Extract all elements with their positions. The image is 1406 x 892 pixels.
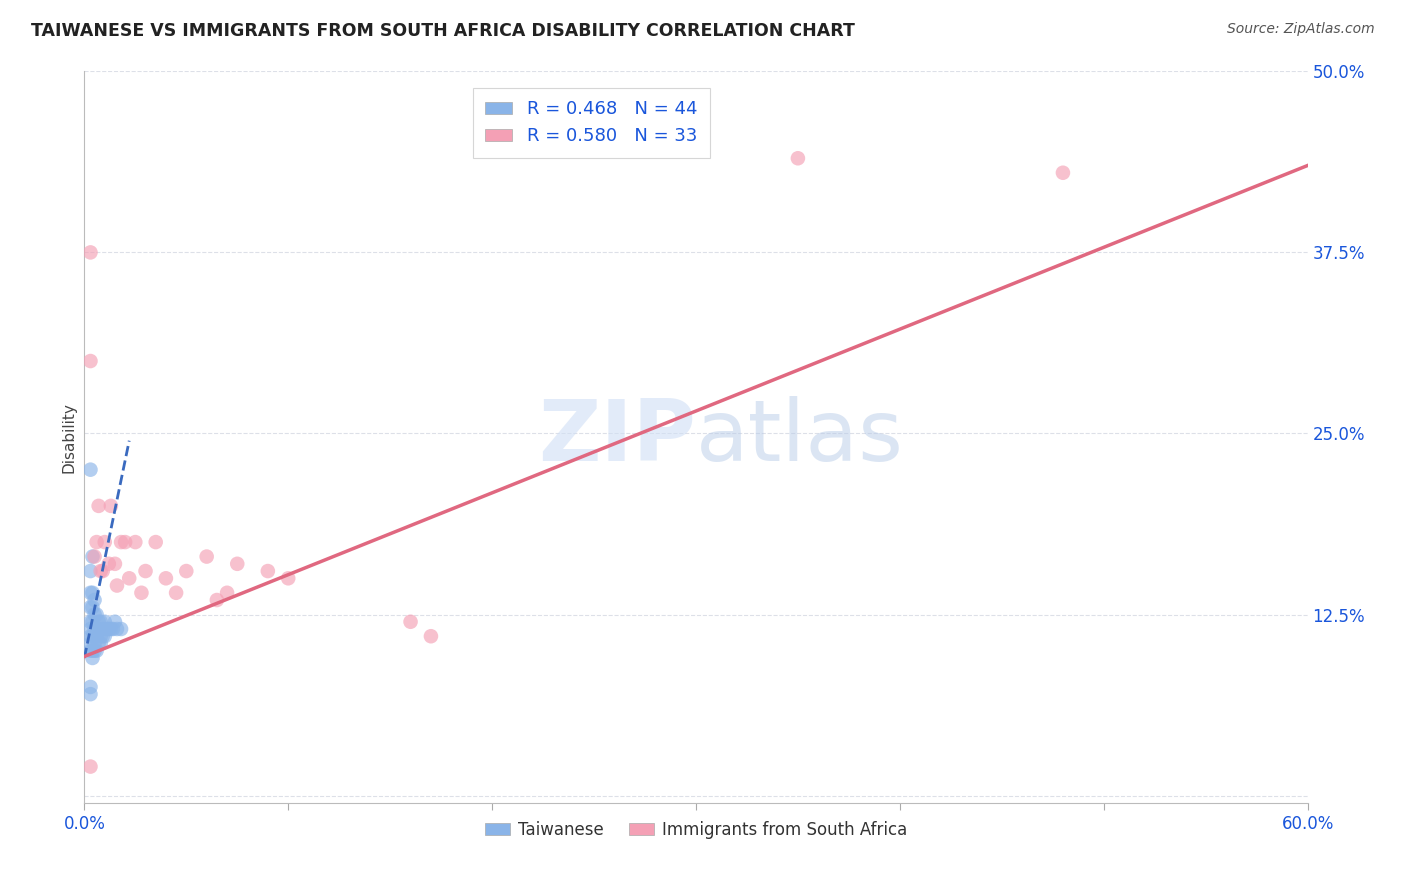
Point (90, 636, 112, 650)
Text: atlas: atlas (696, 395, 904, 479)
Point (110, 535, 132, 549)
Point (174, 564, 197, 578)
Point (87, 622, 110, 636)
Point (79, 245, 101, 260)
Point (104, 557, 127, 571)
Point (1052, 166, 1074, 180)
Point (217, 586, 239, 600)
Point (79, 636, 101, 650)
Point (86, 622, 108, 636)
Point (87, 615, 110, 629)
Text: TAIWANESE VS IMMIGRANTS FROM SOUTH AFRICA DISABILITY CORRELATION CHART: TAIWANESE VS IMMIGRANTS FROM SOUTH AFRIC… (31, 22, 855, 40)
Point (86, 629, 108, 643)
Point (787, 151, 810, 165)
Point (399, 615, 422, 629)
Point (83, 607, 105, 622)
Point (277, 571, 299, 585)
Point (91, 629, 114, 643)
Point (83, 593, 105, 607)
Y-axis label: Disability: Disability (60, 401, 76, 473)
Point (105, 622, 128, 636)
Point (131, 586, 153, 600)
Point (79, 644, 101, 658)
Point (97, 622, 120, 636)
Legend: Taiwanese, Immigrants from South Africa: Taiwanese, Immigrants from South Africa (478, 814, 914, 846)
Point (79, 622, 101, 636)
Point (93, 629, 115, 643)
Point (124, 535, 146, 549)
Point (79, 687, 101, 701)
Point (195, 549, 218, 564)
Point (79, 629, 101, 643)
Point (165, 586, 187, 600)
Point (82, 600, 104, 615)
Point (82, 644, 104, 658)
Point (97, 557, 120, 571)
Point (135, 564, 157, 578)
Point (90, 564, 112, 578)
Point (79, 586, 101, 600)
Point (145, 535, 167, 549)
Point (101, 622, 124, 636)
Point (82, 586, 104, 600)
Point (96, 622, 118, 636)
Point (79, 759, 101, 773)
Text: Source: ZipAtlas.com: Source: ZipAtlas.com (1227, 22, 1375, 37)
Text: ZIP: ZIP (538, 395, 696, 479)
Point (79, 600, 101, 615)
Point (91, 622, 114, 636)
Point (79, 463, 101, 477)
Point (83, 644, 105, 658)
Point (100, 499, 122, 513)
Point (86, 644, 108, 658)
Point (114, 535, 136, 549)
Point (79, 564, 101, 578)
Point (257, 564, 280, 578)
Point (86, 607, 108, 622)
Point (86, 535, 108, 549)
Point (226, 557, 249, 571)
Point (83, 622, 105, 636)
Point (83, 636, 105, 650)
Point (79, 680, 101, 694)
Point (205, 593, 228, 607)
Point (90, 629, 112, 643)
Point (100, 622, 122, 636)
Point (87, 636, 110, 650)
Point (93, 535, 115, 549)
Point (104, 615, 127, 629)
Point (83, 549, 105, 564)
Point (93, 615, 115, 629)
Point (420, 629, 443, 643)
Point (82, 629, 104, 643)
Point (79, 615, 101, 629)
Point (105, 578, 128, 592)
Point (118, 571, 141, 585)
Point (87, 499, 110, 513)
Point (82, 651, 104, 665)
Point (82, 549, 104, 564)
Point (155, 571, 177, 585)
Point (110, 622, 132, 636)
Point (82, 615, 104, 629)
Point (90, 615, 112, 629)
Point (79, 354, 101, 368)
Point (91, 564, 114, 578)
